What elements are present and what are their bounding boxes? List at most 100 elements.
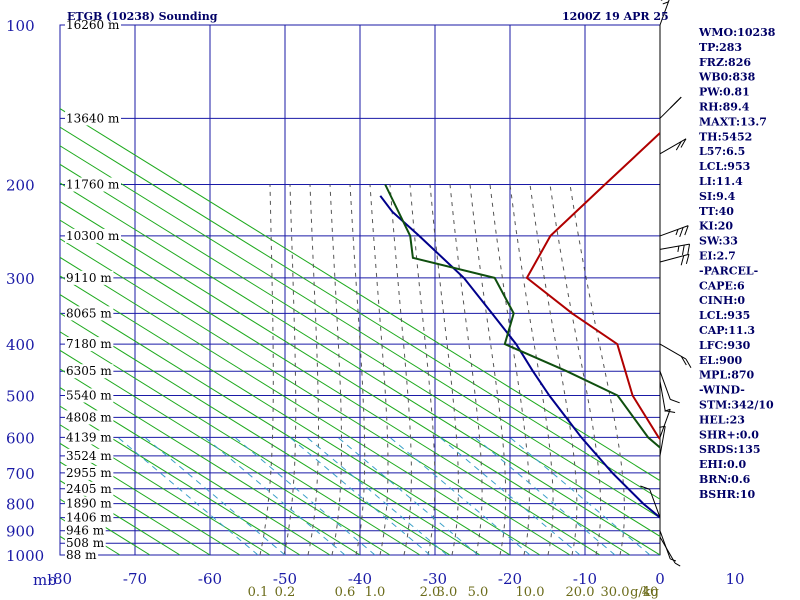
- parcel-profile: [379, 195, 660, 519]
- pressure-tick-label: 1000: [6, 547, 44, 565]
- index-item: HEL:23: [699, 413, 745, 426]
- wind-barbs: [640, 0, 692, 567]
- wind-barb: [659, 225, 689, 238]
- height-label-bg: [65, 465, 114, 480]
- temperature-tick-label: -20: [498, 570, 522, 588]
- moist-adiabat: [549, 184, 602, 555]
- height-label: 1890 m: [66, 497, 112, 511]
- dry-adiabat: [60, 368, 361, 555]
- index-item: FRZ:826: [699, 56, 751, 69]
- index-item: L57:6.5: [699, 145, 745, 158]
- wind-barb-flag: [670, 398, 680, 404]
- wind-barb: [659, 343, 692, 369]
- wind-barb-flag: [674, 562, 681, 567]
- index-item: SHR+:0.0: [699, 428, 759, 441]
- height-label: 9110 m: [66, 271, 112, 285]
- index-item: EI:2.7: [699, 250, 736, 263]
- height-label-bg: [65, 523, 106, 538]
- index-item: -WIND-: [699, 384, 745, 397]
- index-item: MAXT:13.7: [699, 115, 767, 128]
- index-item: LCL:935: [699, 309, 750, 322]
- pressure-tick-label: 900: [6, 523, 35, 541]
- height-label-bg: [65, 337, 114, 352]
- mixing-ratio-line: [204, 437, 346, 555]
- index-item: SW:33: [699, 235, 738, 248]
- dewpoint-profile: [384, 184, 660, 449]
- height-label-bg: [65, 111, 121, 126]
- temperature-tick-label: -60: [198, 570, 222, 588]
- height-label: 2405 m: [66, 482, 112, 496]
- height-label: 10300 m: [66, 229, 120, 243]
- wind-barb-flag: [685, 254, 690, 265]
- height-label: 16260 m: [66, 18, 120, 32]
- mixing-ratio-line: [474, 437, 616, 555]
- moist-adiabat: [389, 184, 412, 555]
- index-item: LCL:953: [699, 160, 750, 173]
- mixing-ratio-line: [306, 437, 448, 555]
- mixing-ratio-tick-label: 3.0: [437, 585, 458, 600]
- dry-adiabat: [60, 312, 451, 555]
- pressure-unit-label: mb: [33, 571, 57, 589]
- height-label: 3524 m: [66, 449, 112, 463]
- index-item: PW:0.81: [699, 86, 750, 99]
- wind-barb-flag: [675, 141, 682, 151]
- wind-barb: [659, 138, 687, 155]
- moist-adiabat: [469, 184, 507, 555]
- height-label-bg: [65, 496, 114, 511]
- moist-adiabat: [369, 184, 389, 555]
- index-item: TP:283: [699, 41, 742, 54]
- mixing-ratio-tick-label: 2.0: [420, 585, 441, 600]
- index-item: CAPE:6: [699, 279, 745, 292]
- moist-adiabat: [349, 184, 366, 555]
- mixing-ratio-line: [509, 437, 651, 555]
- wind-barb: [659, 536, 681, 567]
- wind-barb-flag: [680, 356, 687, 366]
- wind-barb-flag: [669, 100, 678, 109]
- temperature-profile: [525, 131, 660, 441]
- pressure-tick-label: 500: [6, 387, 35, 405]
- wind-barb-staff: [659, 426, 666, 456]
- dry-adiabat: [60, 294, 481, 555]
- height-label-bg: [65, 177, 121, 192]
- wind-barb: [659, 243, 691, 255]
- pressure-tick-label: 100: [6, 17, 35, 35]
- wind-barb: [659, 408, 671, 438]
- height-label: 4139 m: [66, 430, 112, 444]
- wind-barb-flag: [681, 244, 685, 255]
- wind-barb-flag: [680, 255, 685, 266]
- index-item: LI:11.4: [699, 175, 743, 188]
- wind-barb-staff: [659, 0, 670, 26]
- index-item: EHI:0.0: [699, 458, 746, 471]
- mixing-ratio-tick-label: 40: [642, 585, 659, 600]
- height-label-bg: [65, 481, 114, 496]
- dry-adiabat: [60, 424, 271, 555]
- moist-adiabat: [329, 184, 342, 555]
- height-label-bg: [65, 270, 114, 285]
- wind-barb-staff: [659, 381, 666, 411]
- temperature-tick-label: -30: [423, 570, 447, 588]
- wind-barb-staff: [659, 253, 690, 263]
- mixing-ratio-tick-label: 5.0: [468, 585, 489, 600]
- temperature-tick-label: -80: [48, 570, 72, 588]
- wind-barb: [659, 253, 690, 266]
- wind-barb: [659, 0, 670, 26]
- moist-adiabat: [529, 184, 578, 555]
- height-label-bg: [65, 388, 114, 403]
- moist-adiabat: [259, 184, 274, 555]
- mixing-ratio-tick-label: 20.0: [566, 585, 595, 600]
- height-label: 2955 m: [66, 466, 112, 480]
- height-label-bg: [65, 536, 106, 551]
- index-item: WMO:10238: [698, 26, 776, 39]
- wind-barb-staff: [649, 489, 661, 518]
- wind-barb-staff: [659, 536, 676, 564]
- index-item: SRDS:135: [699, 443, 761, 456]
- chart-profiles: [379, 131, 660, 519]
- wind-barb-flag: [684, 225, 689, 236]
- pressure-tick-label: 600: [6, 429, 35, 447]
- height-label-bg: [65, 430, 114, 445]
- wind-barb: [640, 485, 661, 518]
- wind-barb-flag: [664, 408, 671, 412]
- station-title: ETGB (10238) Sounding: [67, 10, 218, 23]
